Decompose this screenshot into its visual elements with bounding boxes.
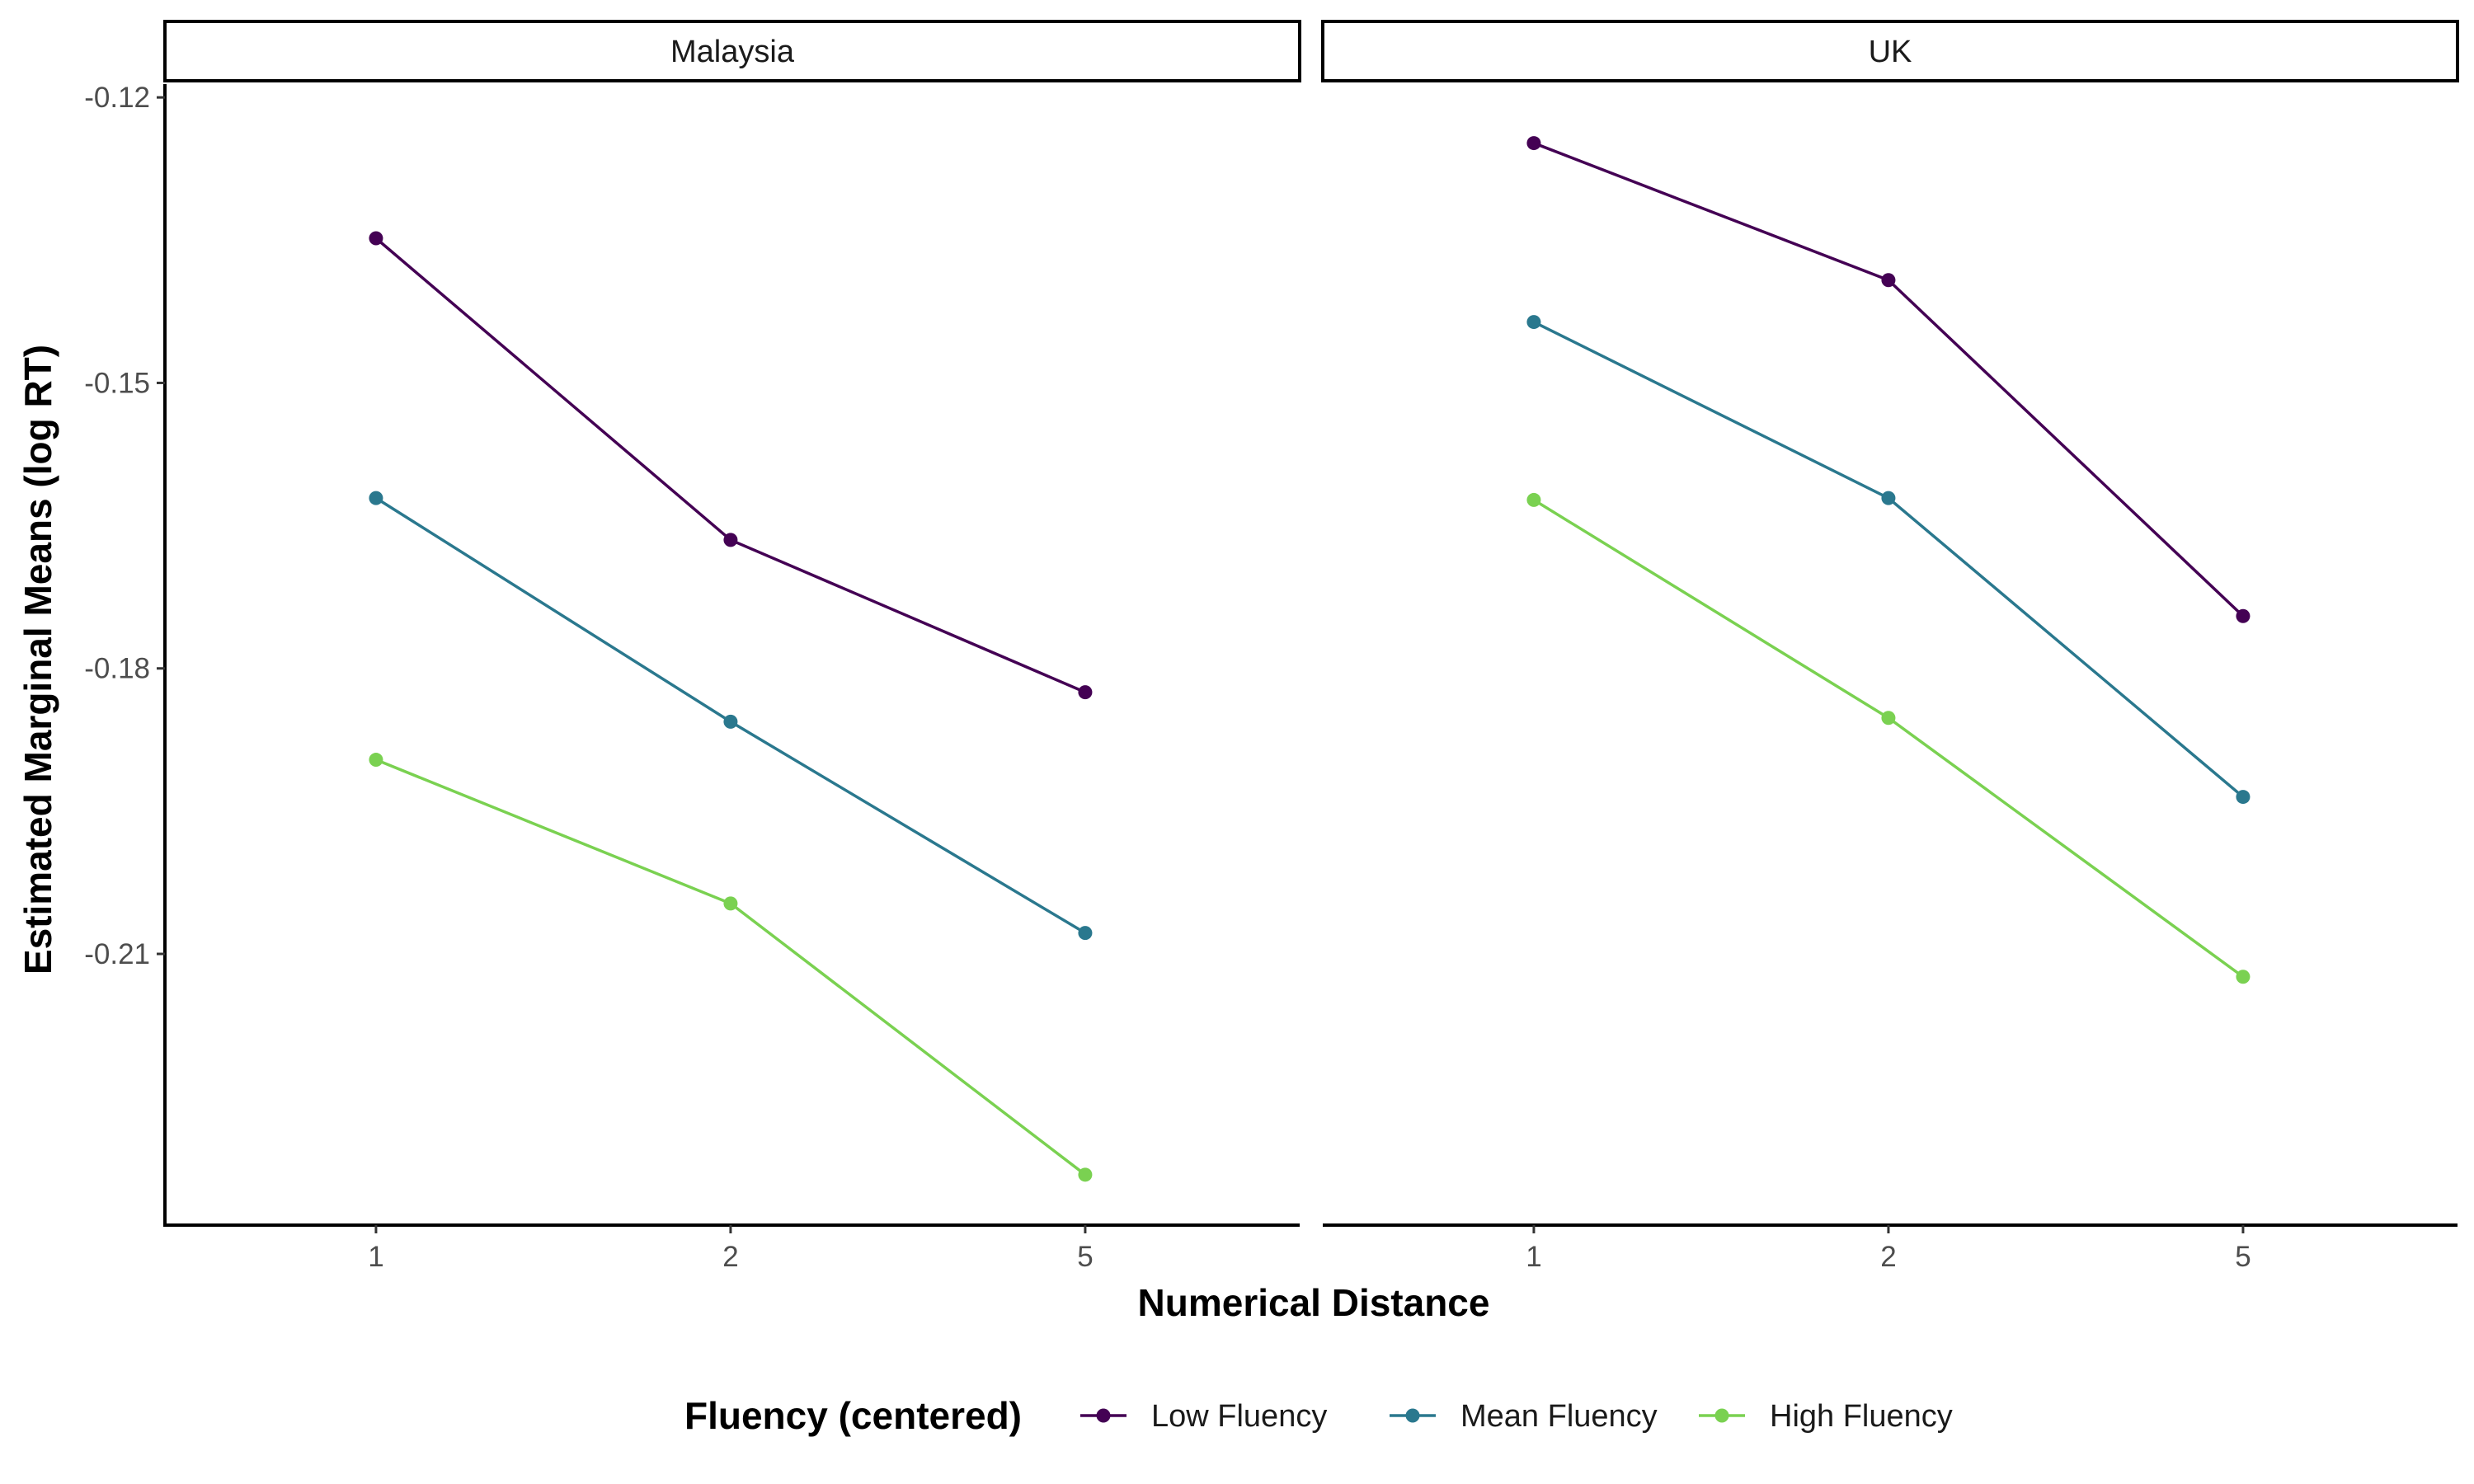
data-point-low-fluency xyxy=(1078,685,1093,700)
y-axis-title-group: Estimated Marginal Means (log RT) xyxy=(16,345,59,974)
y-tick-label: -0.21 xyxy=(84,938,150,970)
data-point-mean-fluency xyxy=(369,491,383,505)
data-point-low-fluency xyxy=(1526,136,1541,151)
data-point-high-fluency xyxy=(1078,1167,1093,1182)
series-line-high-fluency xyxy=(1533,498,2244,979)
data-point-low-fluency xyxy=(1881,273,1896,288)
facet-panel-malaysia: Malaysia -0.12 -0.15 -0.18 -0.21 1 2 5 xyxy=(84,20,1301,1273)
x-tick-label: 2 xyxy=(722,1241,738,1273)
x-tick-label: 1 xyxy=(1526,1241,1541,1273)
y-tick-label: -0.15 xyxy=(84,367,150,399)
legend-label-high-fluency: High Fluency xyxy=(1770,1399,1953,1434)
facet-strip-label: UK xyxy=(1869,35,1912,69)
legend-key-point-low-fluency xyxy=(1096,1408,1111,1423)
legend: Fluency (centered) Low Fluency Mean Fluenc… xyxy=(684,1394,1953,1437)
series-line-high-fluency xyxy=(375,758,1086,1176)
data-point-high-fluency xyxy=(1881,711,1896,726)
facet-strip-label: Malaysia xyxy=(670,35,795,69)
series-line-mean-fluency xyxy=(1533,321,2245,798)
legend-key-point-mean-fluency xyxy=(1405,1408,1420,1423)
facet-strip-box xyxy=(163,20,1301,82)
legend-title: Fluency (centered) xyxy=(684,1394,1022,1437)
x-axis-title: Numerical Distance xyxy=(1138,1281,1490,1324)
data-point-low-fluency xyxy=(369,231,383,246)
data-point-high-fluency xyxy=(723,896,738,911)
data-point-mean-fluency xyxy=(1526,315,1541,330)
legend-label-mean-fluency: Mean Fluency xyxy=(1460,1399,1658,1434)
data-point-low-fluency xyxy=(2236,608,2251,623)
series-line-low-fluency xyxy=(374,237,1086,694)
data-point-high-fluency xyxy=(2236,970,2251,984)
facet-panel-uk: UK 1 2 5 xyxy=(1321,20,2459,1273)
facet-strip-box xyxy=(1321,20,2459,82)
y-axis-title: Estimated Marginal Means (log RT) xyxy=(16,345,59,974)
data-point-high-fluency xyxy=(369,753,383,768)
facet-panels: Malaysia -0.12 -0.15 -0.18 -0.21 1 2 5 UK 1 2 5 xyxy=(84,20,2459,1273)
data-point-mean-fluency xyxy=(723,714,738,729)
x-tick-label: 1 xyxy=(368,1241,383,1273)
x-tick-label: 2 xyxy=(1880,1241,1896,1273)
series-line-low-fluency xyxy=(1533,141,2245,618)
legend-key-point-high-fluency xyxy=(1714,1408,1729,1423)
data-point-mean-fluency xyxy=(1078,926,1093,941)
x-tick-label: 5 xyxy=(1077,1241,1093,1273)
data-point-low-fluency xyxy=(723,533,738,547)
y-tick-label: -0.18 xyxy=(84,653,150,685)
x-tick-label: 5 xyxy=(2235,1241,2251,1273)
data-point-mean-fluency xyxy=(1881,491,1896,505)
y-tick-label: -0.12 xyxy=(84,82,150,114)
legend-label-low-fluency: Low Fluency xyxy=(1151,1399,1327,1434)
data-point-high-fluency xyxy=(1526,492,1541,507)
data-point-mean-fluency xyxy=(2236,790,2251,805)
